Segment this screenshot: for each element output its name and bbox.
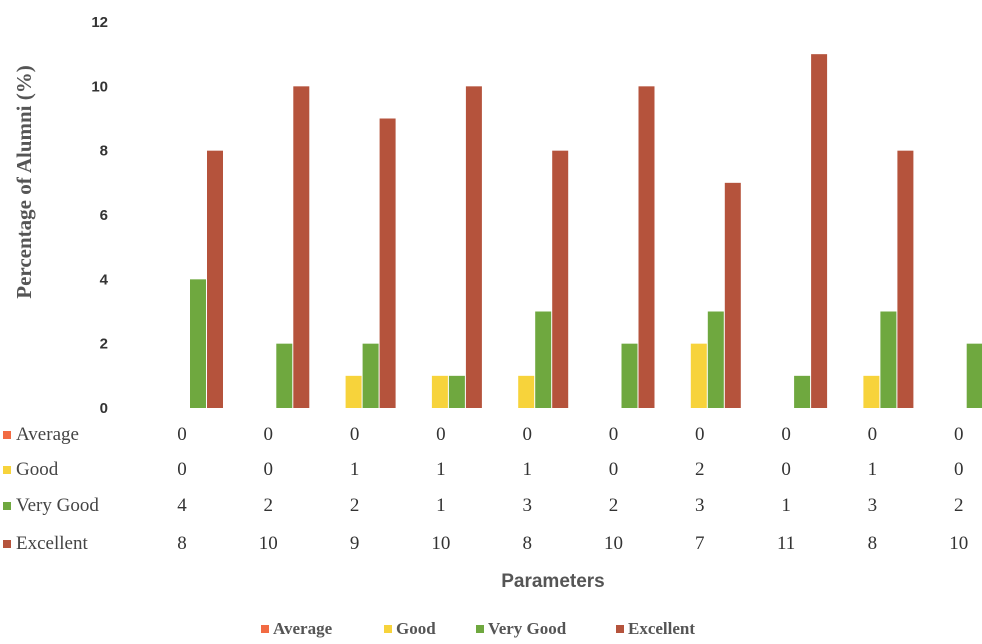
table-cell: 1 (868, 459, 878, 480)
bar-good (690, 343, 707, 408)
table-cell: 2 (609, 495, 619, 516)
bar-excellent (811, 54, 828, 409)
legend-key-very-good (3, 502, 11, 510)
table-row-label: Very Good (16, 495, 99, 516)
y-tick-label: 6 (100, 207, 108, 224)
legend-key-good (3, 466, 11, 474)
table-cell: 2 (264, 495, 274, 516)
table-cell: 9 (350, 533, 360, 554)
table-cell: 10 (431, 533, 450, 554)
table-cell: 0 (177, 424, 187, 445)
bar-very-good (362, 343, 379, 408)
x-axis-label: Parameters (501, 571, 605, 592)
table-cell: 0 (350, 424, 360, 445)
table-row-label: Good (16, 459, 59, 480)
table-cell: 1 (436, 495, 446, 516)
bar-very-good (535, 311, 552, 408)
legend: Average Good Very Good Excellent (261, 619, 695, 638)
bar-very-good (621, 343, 638, 408)
legend-key-excellent (3, 540, 11, 548)
table-cell: 8 (522, 533, 532, 554)
table-row-label: Excellent (16, 533, 88, 554)
table-cell: 8 (868, 533, 878, 554)
bar-very-good (966, 343, 982, 408)
bar-excellent (293, 86, 310, 408)
y-tick-label: 4 (100, 271, 109, 288)
y-tick-label: 10 (91, 78, 108, 95)
bar-excellent (724, 182, 741, 408)
y-axis: 0 2 4 6 8 10 12 (91, 14, 108, 417)
bar-excellent (897, 150, 914, 408)
legend-swatch (261, 625, 269, 633)
legend-swatch (384, 625, 392, 633)
bar-good (863, 375, 880, 408)
bar-very-good (276, 343, 293, 408)
table-cell: 0 (868, 424, 878, 445)
table-cell: 3 (695, 495, 705, 516)
table-cell: 3 (522, 495, 532, 516)
table-cell: 2 (350, 495, 360, 516)
table-cell: 8 (177, 533, 187, 554)
bar-very-good (190, 279, 206, 408)
table-cell: 10 (949, 533, 968, 554)
table-cell: 0 (954, 459, 964, 480)
legend-label: Very Good (488, 619, 567, 638)
y-tick-label: 2 (100, 336, 108, 353)
bar-excellent (207, 150, 223, 408)
y-tick-label: 8 (100, 143, 108, 160)
table-cell: 2 (695, 459, 705, 480)
bar-good (518, 375, 535, 408)
table-cell: 0 (781, 424, 791, 445)
y-axis-label: Percentage of Alumni (%) (12, 65, 36, 298)
table-cell: 11 (777, 533, 795, 554)
table-cell: 0 (177, 459, 187, 480)
table-cell: 0 (781, 459, 791, 480)
legend-swatch (476, 625, 484, 633)
table-cell: 0 (954, 424, 964, 445)
legend-label: Excellent (628, 619, 695, 638)
bar-excellent (552, 150, 569, 408)
table-cell: 3 (868, 495, 878, 516)
bar-excellent (465, 86, 482, 408)
table-cell: 2 (954, 495, 964, 516)
bar-excellent (638, 86, 655, 408)
table-cell: 0 (695, 424, 705, 445)
table-cell: 1 (522, 459, 532, 480)
table-cell: 0 (522, 424, 532, 445)
table-cell: 7 (695, 533, 705, 554)
table-cell: 1 (350, 459, 360, 480)
table-cell: 0 (609, 459, 619, 480)
table-cell: 10 (259, 533, 278, 554)
legend-key-average (3, 431, 11, 439)
legend-label: Average (273, 619, 333, 638)
table-cell: 0 (264, 424, 274, 445)
table-cell: 1 (781, 495, 791, 516)
bar-very-good (707, 311, 724, 408)
table-row-label: Average (16, 424, 79, 445)
bar-excellent (379, 118, 396, 408)
table-cell: 1 (436, 459, 446, 480)
bars (190, 54, 982, 409)
y-tick-label: 0 (100, 400, 108, 417)
bar-good (431, 375, 448, 408)
legend-label: Good (396, 619, 436, 638)
table-cell: 0 (264, 459, 274, 480)
y-tick-label: 12 (91, 14, 108, 31)
table-cell: 0 (609, 424, 619, 445)
legend-swatch (616, 625, 624, 633)
table-cell: 0 (436, 424, 446, 445)
bar-very-good (448, 375, 465, 408)
bar-very-good (794, 375, 811, 408)
bar-very-good (880, 311, 897, 408)
table-cell: 10 (604, 533, 623, 554)
table-cell: 4 (177, 495, 187, 516)
bar-good (345, 375, 362, 408)
